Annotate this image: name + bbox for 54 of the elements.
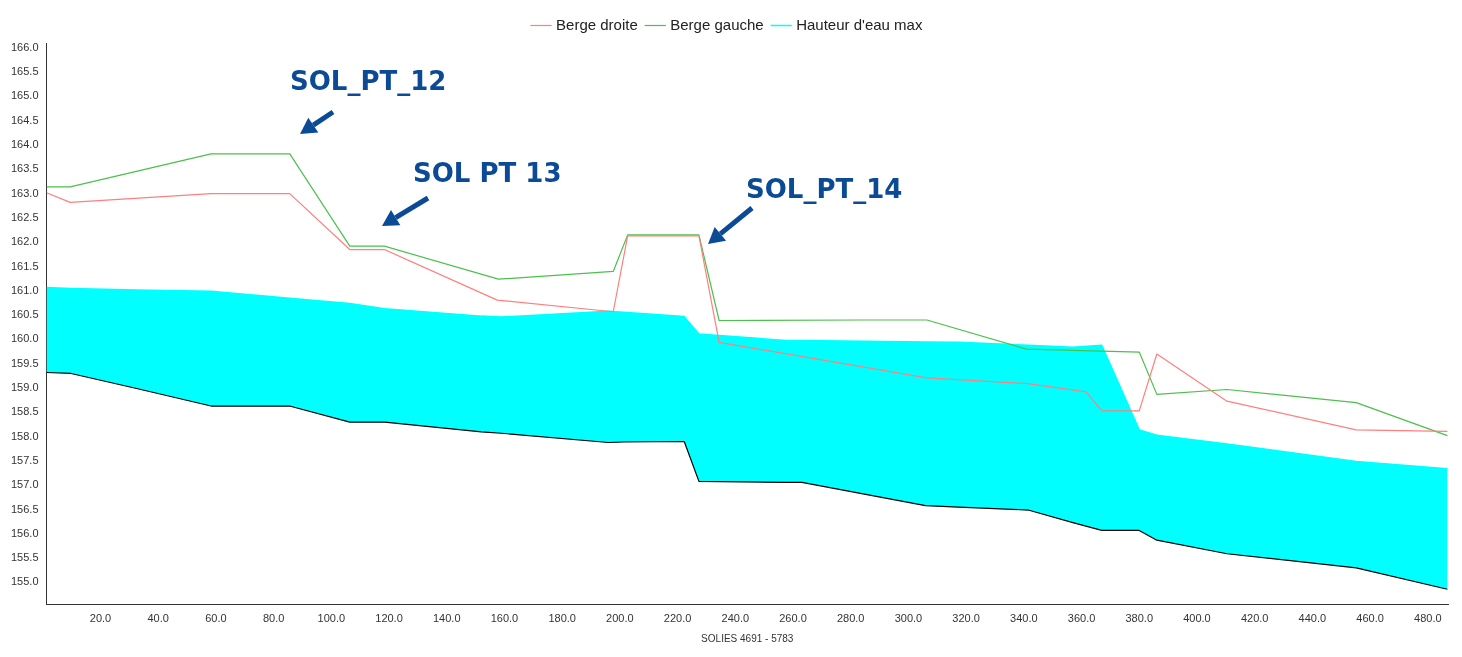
y-tick-label: 159.0 [11, 381, 39, 394]
y-tick-label: 166.0 [11, 40, 39, 53]
x-tick-label: 20.0 [89, 612, 112, 625]
x-axis-title: SOLIES 4691 - 5783 [701, 632, 794, 644]
x-tick-label: 120.0 [375, 612, 403, 625]
y-tick-label: 157.0 [11, 478, 39, 491]
y-tick-label: 156.0 [11, 526, 39, 539]
legend-label: Berge gauche [670, 15, 764, 33]
y-tick-label: 160.0 [11, 332, 39, 345]
x-tick-label: 420.0 [1240, 612, 1269, 625]
x-tick-label: 380.0 [1125, 612, 1154, 625]
x-tick-label: 440.0 [1298, 612, 1327, 625]
x-tick-label: 40.0 [147, 612, 169, 625]
x-tick-label: 220.0 [663, 612, 692, 625]
y-tick-label: 162.0 [11, 235, 39, 248]
x-tick-label: 300.0 [894, 612, 923, 625]
y-tick-label: 160.5 [11, 308, 39, 321]
annotation: SOL_PT_14 [746, 174, 903, 204]
x-tick-label: 240.0 [721, 612, 750, 625]
y-tick-label: 159.5 [11, 356, 39, 369]
y-tick-label: 162.5 [11, 210, 39, 223]
y-tick-label: 161.5 [11, 259, 39, 272]
y-tick-label: 164.5 [11, 113, 39, 126]
y-tick-label: 165.5 [11, 65, 39, 78]
y-tick-label: 158.0 [11, 429, 39, 442]
y-tick-label: 163.5 [11, 162, 39, 175]
x-tick-label: 280.0 [836, 612, 865, 625]
y-tick-label: 163.0 [11, 186, 39, 199]
annotation: SOL PT 13 [413, 158, 562, 188]
y-tick-label: 155.5 [11, 551, 39, 564]
x-tick-label: 260.0 [779, 612, 807, 625]
x-tick-label: 200.0 [606, 612, 634, 625]
x-tick-label: 100.0 [317, 612, 346, 625]
y-tick-label: 155.0 [11, 575, 39, 588]
x-tick-label: 60.0 [205, 612, 227, 625]
legend-label: Berge droite [556, 15, 638, 33]
y-tick-label: 156.5 [11, 502, 39, 515]
y-tick-label: 164.0 [11, 138, 39, 151]
x-tick-label: 460.0 [1356, 612, 1384, 625]
x-tick-label: 340.0 [1010, 612, 1038, 625]
x-tick-label: 160.0 [490, 612, 519, 625]
legend-label: Hauteur d'eau max [796, 15, 923, 33]
y-tick-label: 158.5 [11, 405, 39, 418]
y-tick-label: 165.0 [11, 89, 39, 102]
x-tick-label: 320.0 [952, 612, 980, 625]
x-tick-label: 140.0 [432, 612, 461, 625]
y-tick-label: 161.0 [11, 283, 39, 296]
x-tick-label: 80.0 [262, 612, 285, 625]
x-tick-label: 180.0 [548, 612, 576, 625]
annotation: SOL_PT_12 [290, 66, 447, 96]
x-tick-label: 360.0 [1067, 612, 1096, 625]
y-tick-label: 157.5 [11, 453, 39, 466]
x-tick-label: 480.0 [1414, 612, 1442, 625]
x-tick-label: 400.0 [1183, 612, 1211, 625]
